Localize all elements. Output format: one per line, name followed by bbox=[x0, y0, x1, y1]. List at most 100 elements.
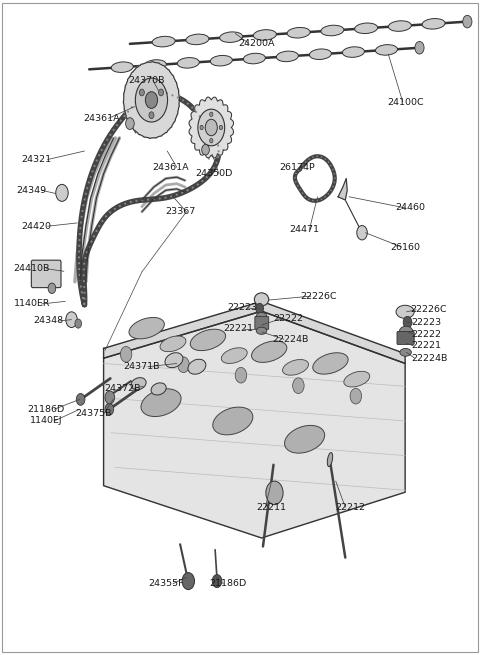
Circle shape bbox=[198, 109, 225, 146]
Ellipse shape bbox=[243, 53, 265, 64]
Ellipse shape bbox=[213, 407, 253, 435]
Circle shape bbox=[75, 319, 82, 328]
Circle shape bbox=[105, 403, 114, 415]
Ellipse shape bbox=[388, 21, 411, 31]
Text: 24349: 24349 bbox=[17, 186, 47, 195]
Polygon shape bbox=[104, 311, 405, 538]
Circle shape bbox=[256, 303, 264, 314]
Text: 22224B: 22224B bbox=[272, 335, 309, 344]
Circle shape bbox=[212, 574, 222, 588]
Ellipse shape bbox=[186, 34, 209, 45]
Text: 22212: 22212 bbox=[335, 503, 365, 512]
Text: 24361A: 24361A bbox=[83, 114, 120, 123]
Circle shape bbox=[235, 367, 247, 383]
Polygon shape bbox=[338, 178, 347, 200]
Circle shape bbox=[56, 184, 68, 201]
Ellipse shape bbox=[177, 58, 199, 68]
Ellipse shape bbox=[221, 348, 247, 364]
Ellipse shape bbox=[321, 26, 344, 36]
Circle shape bbox=[178, 357, 189, 373]
Ellipse shape bbox=[285, 425, 324, 453]
Polygon shape bbox=[104, 301, 405, 364]
Circle shape bbox=[139, 89, 144, 96]
Text: 1140ER: 1140ER bbox=[13, 299, 50, 309]
Circle shape bbox=[266, 481, 283, 504]
FancyBboxPatch shape bbox=[397, 331, 414, 345]
Circle shape bbox=[350, 388, 361, 404]
Ellipse shape bbox=[287, 28, 310, 38]
Circle shape bbox=[403, 316, 412, 328]
Circle shape bbox=[145, 92, 157, 108]
Ellipse shape bbox=[256, 312, 267, 320]
Circle shape bbox=[202, 145, 209, 155]
Text: 24420: 24420 bbox=[22, 221, 51, 231]
Polygon shape bbox=[123, 62, 180, 138]
Ellipse shape bbox=[396, 305, 414, 318]
Ellipse shape bbox=[111, 62, 133, 73]
Text: 24375B: 24375B bbox=[76, 409, 112, 419]
Circle shape bbox=[210, 112, 213, 117]
Circle shape bbox=[200, 125, 203, 130]
Circle shape bbox=[48, 283, 56, 293]
Ellipse shape bbox=[283, 360, 309, 375]
Circle shape bbox=[293, 378, 304, 394]
Text: 22222: 22222 bbox=[273, 314, 303, 323]
Circle shape bbox=[357, 225, 367, 240]
Circle shape bbox=[415, 41, 424, 54]
Circle shape bbox=[126, 118, 134, 130]
Circle shape bbox=[120, 346, 132, 362]
Ellipse shape bbox=[190, 329, 226, 350]
FancyBboxPatch shape bbox=[255, 316, 269, 329]
Text: 1140EJ: 1140EJ bbox=[30, 417, 62, 426]
Ellipse shape bbox=[220, 32, 242, 43]
Text: 24370B: 24370B bbox=[129, 76, 165, 85]
Ellipse shape bbox=[253, 29, 276, 40]
Ellipse shape bbox=[129, 318, 164, 339]
Ellipse shape bbox=[344, 371, 370, 387]
Text: 24361A: 24361A bbox=[152, 163, 189, 172]
Circle shape bbox=[66, 312, 77, 328]
FancyBboxPatch shape bbox=[31, 260, 61, 288]
Ellipse shape bbox=[144, 60, 166, 70]
Text: 22226C: 22226C bbox=[300, 291, 337, 301]
Ellipse shape bbox=[422, 18, 445, 29]
Text: 24350D: 24350D bbox=[195, 170, 232, 178]
Text: 22222: 22222 bbox=[412, 329, 442, 339]
Text: 24355F: 24355F bbox=[148, 579, 183, 588]
Circle shape bbox=[182, 572, 194, 590]
Text: 24200A: 24200A bbox=[239, 39, 275, 48]
Ellipse shape bbox=[151, 383, 166, 395]
Text: 22211: 22211 bbox=[256, 503, 286, 512]
Text: 26160: 26160 bbox=[390, 242, 420, 252]
Text: 24321: 24321 bbox=[22, 155, 52, 164]
Circle shape bbox=[205, 119, 217, 136]
Text: 24372B: 24372B bbox=[105, 384, 141, 394]
Circle shape bbox=[105, 391, 115, 404]
Text: 21186D: 21186D bbox=[27, 405, 65, 414]
Ellipse shape bbox=[165, 352, 183, 367]
Ellipse shape bbox=[141, 389, 181, 417]
Text: 24460: 24460 bbox=[395, 204, 425, 212]
Ellipse shape bbox=[210, 56, 232, 66]
Text: 24371B: 24371B bbox=[124, 362, 160, 371]
Text: 26174P: 26174P bbox=[279, 163, 315, 172]
Ellipse shape bbox=[310, 49, 331, 60]
Ellipse shape bbox=[254, 293, 269, 306]
Text: 22226C: 22226C bbox=[411, 305, 447, 314]
Text: 24410B: 24410B bbox=[13, 264, 50, 273]
Ellipse shape bbox=[131, 378, 146, 390]
Text: 22223: 22223 bbox=[411, 318, 442, 328]
Ellipse shape bbox=[276, 51, 299, 62]
Text: 21186D: 21186D bbox=[209, 579, 247, 588]
Ellipse shape bbox=[152, 36, 175, 47]
Polygon shape bbox=[189, 97, 234, 158]
Text: 24348: 24348 bbox=[34, 316, 64, 326]
Ellipse shape bbox=[313, 353, 348, 374]
Circle shape bbox=[149, 112, 154, 119]
Ellipse shape bbox=[256, 328, 267, 334]
Ellipse shape bbox=[399, 326, 413, 337]
Ellipse shape bbox=[160, 336, 186, 352]
Text: 22223: 22223 bbox=[228, 303, 257, 312]
Ellipse shape bbox=[375, 45, 397, 55]
Circle shape bbox=[135, 78, 168, 122]
